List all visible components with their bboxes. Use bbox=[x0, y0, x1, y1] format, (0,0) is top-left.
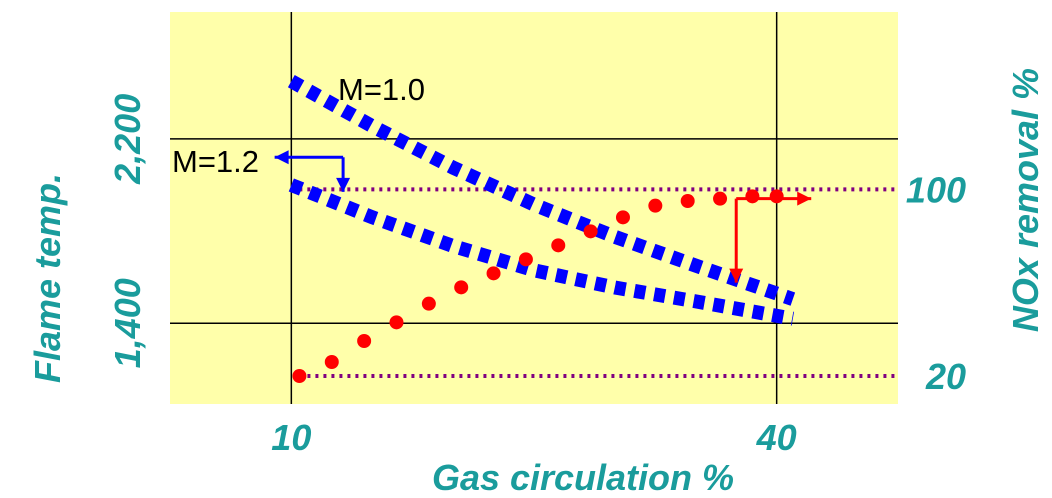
arrow-left-axis-horizontal bbox=[274, 150, 344, 165]
nox-point-12 bbox=[680, 194, 695, 208]
nox-point-9 bbox=[583, 224, 598, 239]
nox-point-10 bbox=[615, 210, 630, 225]
series-layer bbox=[287, 75, 796, 383]
nox-point-0 bbox=[292, 369, 307, 383]
tick-labels: 10 40 1,400 2,200 20 100 bbox=[107, 94, 966, 458]
x-axis-label: Gas circulation % bbox=[432, 457, 734, 498]
y-axis-label-left: Flame temp. bbox=[27, 173, 68, 383]
nox-point-5 bbox=[454, 280, 469, 295]
nox-point-1 bbox=[324, 355, 339, 369]
nox-point-15 bbox=[769, 189, 784, 204]
nox-point-3 bbox=[389, 315, 404, 330]
nox-point-2 bbox=[357, 334, 372, 348]
nox-point-6 bbox=[486, 266, 501, 281]
annotation-m12: M=1.2 bbox=[172, 144, 259, 179]
annotation-m10: M=1.0 bbox=[338, 72, 425, 107]
nox-point-14 bbox=[745, 189, 760, 204]
nox-point-11 bbox=[648, 198, 663, 213]
axis-arrows bbox=[274, 150, 812, 283]
nox-point-8 bbox=[551, 238, 566, 253]
series-m10 bbox=[287, 75, 796, 306]
y-left-tick-0: 1,400 bbox=[107, 278, 148, 368]
grid bbox=[170, 12, 898, 404]
y-right-tick-1: 100 bbox=[906, 169, 966, 210]
reference-lines bbox=[291, 187, 898, 378]
y-right-tick-0: 20 bbox=[925, 356, 966, 397]
nox-point-4 bbox=[421, 296, 436, 311]
y-axis-label-right: NOx removal % bbox=[1005, 68, 1046, 332]
x-tick-0: 10 bbox=[271, 417, 311, 458]
y-left-tick-1: 2,200 bbox=[107, 94, 148, 185]
arrow-right-axis-vertical bbox=[729, 198, 744, 283]
nox-point-7 bbox=[518, 252, 533, 267]
arrow-right-axis-horizontal bbox=[736, 191, 812, 206]
arrow-left-axis-vertical bbox=[336, 157, 351, 192]
series-m12 bbox=[288, 178, 795, 326]
x-tick-1: 40 bbox=[756, 417, 797, 458]
plot-area bbox=[170, 12, 898, 404]
nox-point-13 bbox=[713, 191, 728, 206]
